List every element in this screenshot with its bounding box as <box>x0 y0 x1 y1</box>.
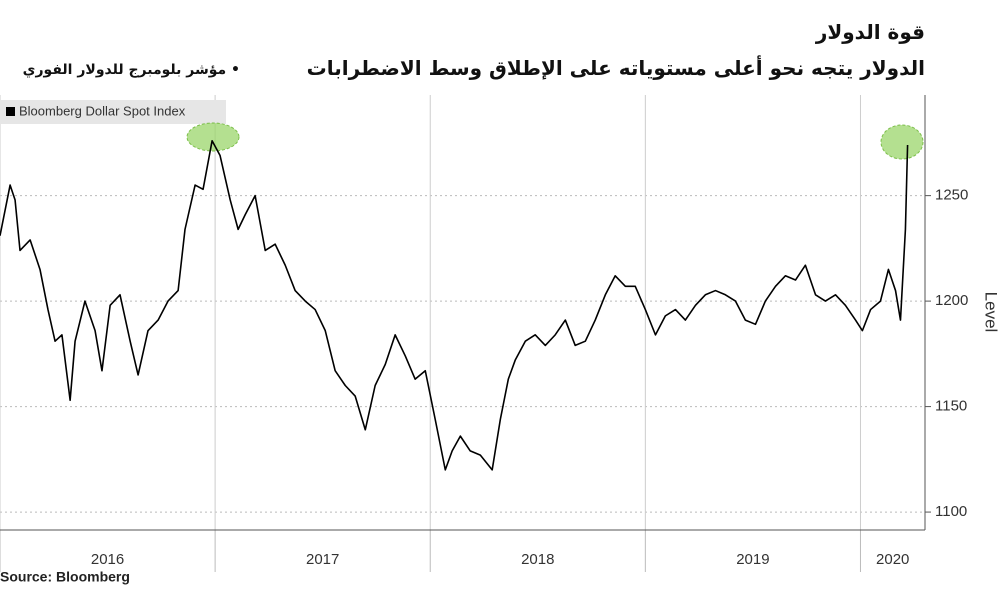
x-tick-label: 2016 <box>91 551 124 568</box>
source: Source: Bloomberg <box>0 569 130 585</box>
data-line <box>0 139 909 471</box>
x-tick-label: 2020 <box>876 551 909 568</box>
series-label: • مؤشر بلومبرج للدولار الفوري <box>22 62 240 78</box>
y-tick-label: 1150 <box>935 398 967 415</box>
y-tick-label: 1200 <box>935 292 968 309</box>
highlight <box>186 122 240 152</box>
y-tick-label: 1100 <box>935 503 967 520</box>
chart-subtitle: الدولار يتجه نحو أعلى مستوياته على الإطل… <box>306 56 925 80</box>
chart-title: قوة الدولار <box>815 20 925 44</box>
x-tick-label: 2017 <box>306 551 339 568</box>
legend-box <box>0 100 226 124</box>
y-tick-label: 1250 <box>935 187 968 204</box>
x-tick-label: 2018 <box>521 551 554 568</box>
x-tick-label: 2019 <box>736 551 769 568</box>
y-axis-label: Level <box>982 292 1001 333</box>
highlight <box>880 124 924 160</box>
legend-label: Bloomberg Dollar Spot Index <box>19 103 186 118</box>
legend-swatch <box>6 107 15 116</box>
